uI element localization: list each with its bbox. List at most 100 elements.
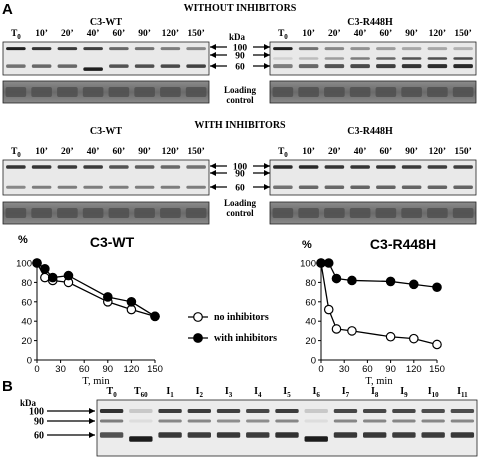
marker-arrow-right-top-60-head [264,63,270,69]
panel-b-band-1-4 [216,419,241,423]
lane-label-wt-inh-4: 60’ [113,147,126,157]
chart-r448h-series-0-point-1 [323,304,334,315]
panel-a-label: A [2,1,13,18]
chart-wt-ytick-label-20: 20 [21,336,32,347]
chart-wt-series-0-point-1 [40,272,50,283]
chart-wt-title: C3-WT [90,234,135,250]
lane-label-wt-noinh-5: 90’ [138,29,151,39]
panel-b-band-1-9 [363,419,387,423]
panel-b-lane-label-7: I6 [313,386,321,399]
band-wt-inh-1-4 [109,185,129,189]
blot-r448h-inh [269,159,477,225]
band-r448h-noinh-2-6 [427,64,448,69]
panel-b-band-0-8 [333,409,358,413]
band-r448h-noinh-0-5 [401,47,422,51]
band-r448h-inh-0-0 [273,165,293,169]
panel-b-lane-label-1: T60 [134,386,148,399]
lane-label-wt-noinh-3: 40’ [87,29,100,39]
chart-r448h-ylabel: % [302,239,312,251]
lc-band-wt-noinh-0 [5,87,27,97]
lane-label-r448h-inh-3: 40’ [354,147,367,157]
band-wt-noinh-0-5 [134,47,155,51]
chart-wt-ytick-label-40: 40 [21,317,32,328]
blot3-title: C3-WT [90,126,123,137]
lane-label-wt-inh-7: 150’ [187,147,204,157]
loading-control-r448h-inh [269,201,477,225]
chart-r448h-series-1-point-2 [331,273,342,284]
lc-band-wt-inh-5 [134,208,155,218]
panel-b-lane-label-3: I2 [196,386,204,399]
chart-wt-xtick-label-120: 120 [123,364,139,375]
chart-wt-ytick-label-60: 60 [21,297,32,308]
marker-arrow-left-mid-90-head [210,170,216,176]
band-r448h-noinh-1-4 [376,57,396,60]
panel-b-band-1-12 [450,419,475,423]
panel-b-band-0-0 [99,409,124,413]
band-wt-inh-1-7 [186,185,206,189]
panel-b-band-2-7 [304,436,328,442]
band-wt-inh-0-7 [186,165,206,169]
lane-label-wt-noinh-7: 150’ [187,29,204,39]
chart-wt-ytick-label-100: 100 [16,259,32,270]
marker-arrow-left-top-100-head [210,44,216,50]
lc-band-r448h-inh-7 [452,208,474,218]
panel-b-band-1-0 [99,419,124,423]
band-r448h-noinh-1-3 [350,57,370,60]
marker-arrow-right-top-100-head [264,44,270,50]
lane-label-r448h-inh-5: 90’ [405,147,418,157]
marker-mid-60: 60 [235,184,245,194]
lc-band-r448h-noinh-0 [272,87,294,97]
loading-control-mid-line1: Loading [224,198,257,208]
lc-band-wt-inh-1 [31,208,52,218]
loading-control-top-line1: Loading [224,85,257,95]
lc-band-wt-inh-6 [160,208,181,218]
legend-filled-marker [193,333,203,343]
chart-r448h-xlabel: T, min [365,376,393,387]
chart-r448h-ytick-label-60: 60 [305,297,316,308]
chart-wt-xlabel: T, min [82,376,110,387]
panel-b-band-1-2 [158,419,182,423]
panel-b-lane-label-0: T0 [107,386,118,399]
legend-open-label: no inhibitors [214,312,269,323]
lc-band-r448h-inh-0 [272,208,294,218]
marker-top-90: 90 [235,52,245,62]
band-r448h-inh-1-6 [427,185,448,190]
chart-wt-series-1-line [36,262,156,317]
panel-b-lane-label-11: I10 [428,386,439,399]
panel-b-lane-label-5: I4 [254,386,262,399]
chart-legend: no inhibitors with inhibitors [188,312,277,344]
chart-r448h: C3-R448H% 0 30 60 90 120 150 0 20 40 60 80 100 T, min [300,236,445,387]
lc-band-wt-inh-0 [5,208,27,218]
chart-r448h-ytick-label-20: 20 [305,336,316,347]
lc-band-wt-inh-4 [108,208,130,218]
marker-arrow-right-top-90-head [264,52,270,58]
lane-label-wt-noinh-1: 10’ [35,29,48,39]
band-wt-inh-1-2 [57,185,78,189]
panel-b-lane-label-10: I9 [400,386,408,399]
lane-label-r448h-inh-7: 150’ [454,147,471,157]
band-r448h-noinh-0-7 [453,47,473,51]
chart-wt-xtick-label-30: 30 [55,364,66,375]
loading-control-mid-line2: control [226,208,254,218]
panel-b-band-0-9 [363,409,387,413]
marker-arrow-left-mid-100-head [210,163,216,169]
band-wt-inh-1-1 [31,185,52,189]
chart-wt-series-0-point-5 [126,304,137,315]
band-wt-noinh-0-0 [6,47,26,51]
lc-band-r448h-noinh-5 [401,87,422,97]
band-wt-inh-0-3 [83,165,103,169]
band-wt-inh-1-6 [160,185,181,189]
band-wt-inh-0-0 [6,165,26,169]
band-wt-inh-1-0 [6,185,26,189]
band-wt-inh-0-2 [57,165,78,169]
blot-wt-inh [2,159,210,225]
panel-b-band-1-6 [275,419,299,423]
panel-b-band-0-11 [421,409,445,413]
band-r448h-noinh-2-3 [350,64,370,69]
panel-b-band-1-3 [187,419,211,423]
chart-r448h-series-1-point-4 [385,276,396,287]
legend-open-marker [193,312,203,322]
chart-r448h-xtick-label-60: 60 [362,364,373,375]
kda-label-b: kDa [20,398,37,408]
